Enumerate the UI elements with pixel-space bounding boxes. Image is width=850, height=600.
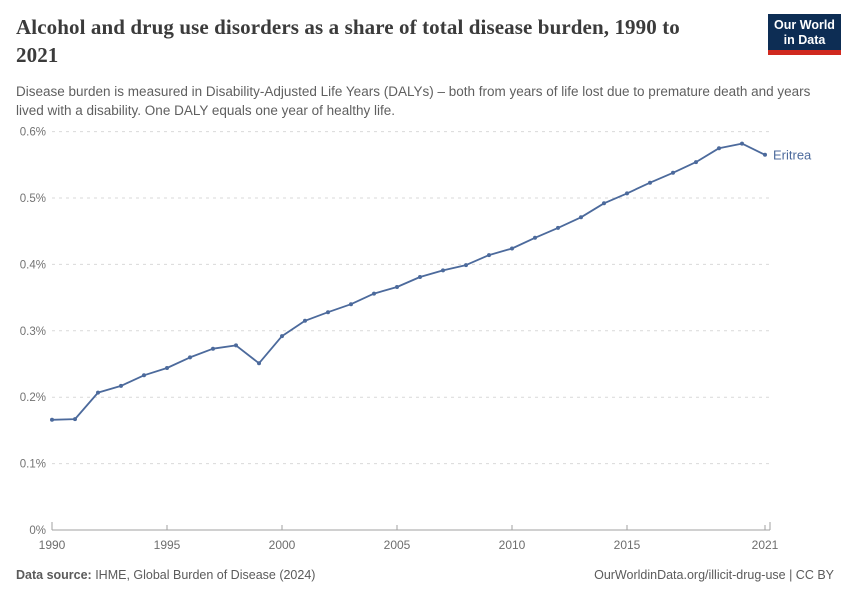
chart-subtitle: Disease burden is measured in Disability… [16,84,811,119]
series-line [51,142,766,421]
data-point [694,160,698,165]
data-source-text: IHME, Global Burden of Disease (2024) [91,568,316,582]
y-axis-tick-label: 0.6% [20,127,46,139]
data-point [326,310,330,315]
data-point [556,225,560,230]
data-point [257,361,261,366]
y-axis-tick-label: 0.4% [20,259,46,271]
chart-footer: Data source: IHME, Global Burden of Dise… [16,568,834,582]
data-point [464,263,468,268]
data-point [763,152,767,157]
data-source: Data source: IHME, Global Burden of Dise… [16,568,315,582]
data-point [671,170,675,175]
chart-title: Alcohol and drug use disorders as a shar… [16,15,680,67]
data-point [625,191,629,196]
data-point [372,291,376,296]
x-axis-tick-label: 2010 [499,538,526,552]
x-axis-tick-label: 2005 [384,538,411,552]
data-point [280,334,284,339]
data-source-label: Data source: [16,568,92,582]
y-axis-tick-label: 0.1% [20,459,46,471]
data-point [119,383,123,388]
data-point [50,417,54,422]
data-point [395,285,399,289]
x-axis-tick-label: 2000 [269,538,296,552]
y-axis-tick-label: 0% [29,525,46,537]
data-point [96,390,100,395]
owid-logo-text-line1: Our World [774,18,835,32]
data-point [487,253,491,258]
data-point [648,180,652,185]
data-point [142,373,146,378]
data-point [510,246,514,251]
owid-logo[interactable]: Our World in Data [768,14,841,55]
owid-logo-text-line2: in Data [783,33,826,47]
data-point [602,201,606,206]
x-axis-tick-label: 2015 [614,538,641,552]
y-axis-tick-label: 0.3% [20,326,46,338]
data-point [234,343,238,348]
data-point [740,141,744,146]
x-axis-tick-label: 1995 [154,538,181,552]
y-axis-tick-label: 0.2% [20,392,46,404]
data-point [579,215,583,220]
data-point [165,366,169,370]
data-point [303,318,307,323]
data-point [349,302,353,307]
data-point [418,275,422,279]
footer-link[interactable]: OurWorldinData.org/illicit-drug-use | CC… [594,568,834,582]
y-axis-tick-label: 0.5% [20,193,46,205]
entity-label: Eritrea [773,147,812,162]
x-axis-tick-label: 2021 [752,538,779,552]
data-point [188,355,192,360]
data-point [211,346,215,351]
data-point [441,268,445,273]
data-point [73,417,77,422]
data-point [717,146,721,151]
x-axis-tick-label: 1990 [39,538,66,552]
data-point [533,235,537,240]
